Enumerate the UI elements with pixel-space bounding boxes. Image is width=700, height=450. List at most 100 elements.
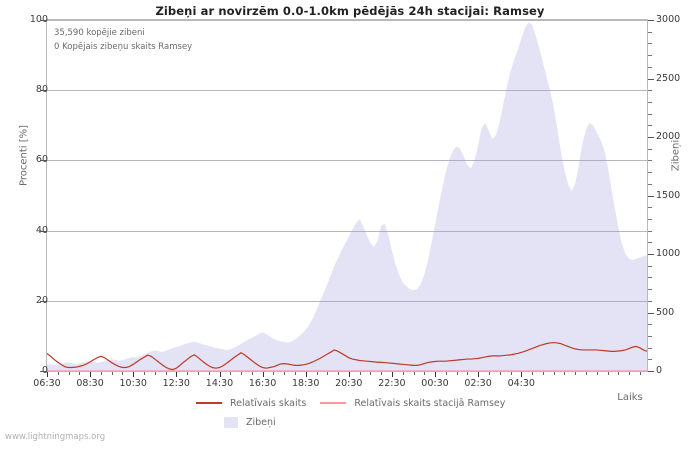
- x-tick-mark-minor: [456, 372, 458, 375]
- legend-line-swatch: [320, 402, 347, 404]
- gridline: [47, 230, 647, 232]
- y-tick-mark-right: [648, 312, 654, 314]
- y-tick-mark-left: [40, 20, 46, 21]
- x-tick-mark: [391, 372, 393, 377]
- x-tick-mark-minor: [532, 372, 533, 375]
- plot-inner: [47, 20, 647, 371]
- x-tick-mark-minor: [100, 372, 102, 375]
- y-tick-mark-right-minor: [648, 31, 652, 33]
- x-tick-label: 16:30: [248, 378, 277, 389]
- annotation-station: 0 Kopējais zibeņu skaits Ramsey: [54, 42, 193, 52]
- x-tick-mark-minor: [402, 372, 404, 375]
- y-tick-mark-right-minor: [648, 289, 652, 291]
- x-tick-label: 18:30: [291, 378, 320, 389]
- x-tick-mark-minor: [585, 372, 587, 375]
- x-tick-mark: [478, 372, 480, 377]
- x-tick-mark-minor: [230, 372, 232, 375]
- legend-item-zibeni[interactable]: Zibeņi: [218, 416, 276, 428]
- x-tick-mark-minor: [445, 372, 447, 375]
- legend-line-swatch: [196, 402, 222, 404]
- y-tick-label-left: 80: [14, 84, 48, 95]
- x-axis-label: Laiks: [617, 392, 643, 403]
- legend-label: Zibeņi: [246, 416, 276, 428]
- y-tick-label-left: 100: [29, 14, 48, 25]
- x-tick-mark-minor: [542, 372, 544, 375]
- x-tick-mark-minor: [316, 372, 318, 375]
- x-tick-mark: [262, 372, 264, 377]
- x-tick-mark-minor: [57, 372, 59, 375]
- x-tick-label: 04:30: [507, 378, 535, 389]
- y-tick-mark-right-minor: [648, 183, 652, 185]
- x-tick-mark-minor: [510, 372, 512, 375]
- x-tick-mark-minor: [359, 372, 361, 375]
- y-tick-mark-right: [648, 20, 654, 21]
- y-tick-mark-left: [40, 160, 46, 162]
- x-tick-mark-minor: [370, 372, 372, 375]
- y-tick-mark-right: [648, 254, 654, 255]
- legend-item-ramsey[interactable]: Relatīvais skaits stacijā Ramsey: [320, 398, 505, 409]
- y-tick-mark-right-minor: [648, 324, 652, 326]
- x-tick-mark: [435, 372, 436, 377]
- x-tick-label: 22:30: [378, 378, 406, 389]
- y-tick-mark-right-minor: [648, 347, 652, 349]
- y-tick-label-left: 40: [14, 225, 48, 236]
- y-tick-mark-right-minor: [648, 218, 652, 220]
- x-tick-label: 14:30: [205, 378, 234, 389]
- gridline: [47, 90, 647, 92]
- x-tick-mark-minor: [639, 372, 641, 375]
- x-tick-label: 10:30: [119, 378, 147, 389]
- plot-area: [46, 19, 648, 372]
- x-tick-mark-minor: [111, 372, 113, 375]
- x-tick-mark-minor: [208, 372, 210, 375]
- y-tick-mark-right-minor: [648, 207, 652, 209]
- y-tick-label-right: 3000: [656, 14, 681, 25]
- legend-item-relative[interactable]: Relatīvais skaits: [196, 398, 306, 409]
- y-tick-mark-left: [40, 371, 46, 372]
- x-tick-mark-minor: [241, 372, 242, 375]
- y-tick-mark-left: [40, 300, 46, 302]
- y-tick-label-left: 20: [14, 295, 48, 306]
- x-tick-label: 06:30: [33, 378, 61, 389]
- y-tick-mark-right: [648, 78, 654, 80]
- y-tick-label-right: 1000: [656, 248, 681, 259]
- y-tick-mark-right-minor: [648, 242, 652, 244]
- x-tick-mark-minor: [327, 372, 329, 375]
- gridline: [47, 160, 647, 162]
- y-tick-label-right: 1500: [656, 189, 681, 201]
- y-tick-mark-left: [40, 230, 46, 232]
- legend-label: Relatīvais skaits: [230, 397, 307, 409]
- watermark: www.lightningmaps.org: [5, 432, 106, 442]
- x-tick-mark-minor: [424, 372, 426, 375]
- x-tick-mark-minor: [413, 372, 415, 375]
- x-tick-mark: [90, 372, 92, 377]
- x-tick-mark-minor: [564, 372, 566, 375]
- page-title: Zibeņi ar novirzēm 0.0-1.0km pēdējās 24h…: [155, 4, 545, 18]
- x-tick-mark: [47, 372, 48, 377]
- y-tick-mark-right-minor: [648, 265, 652, 267]
- y-tick-mark-right-minor: [648, 90, 652, 92]
- x-tick-mark-minor: [381, 372, 383, 375]
- x-tick-mark: [348, 372, 350, 377]
- series-area-zibeni: [47, 22, 647, 371]
- y-tick-mark-right-minor: [648, 113, 652, 115]
- x-tick-mark-minor: [284, 372, 286, 375]
- x-tick-label: 02:30: [464, 378, 492, 389]
- x-tick-mark-minor: [187, 372, 189, 375]
- y-tick-mark-right: [648, 371, 654, 372]
- x-tick-label: 00:30: [421, 378, 449, 389]
- legend-row-1: Relatīvais skaits Relatīvais skaits stac…: [196, 396, 526, 410]
- y-tick-label-left: 60: [14, 154, 48, 165]
- x-tick-mark-minor: [618, 372, 620, 375]
- series-line-relative: [47, 341, 647, 371]
- y-tick-label-right: 2500: [656, 72, 681, 84]
- y-tick-mark-right-minor: [648, 148, 652, 150]
- x-tick-mark-minor: [197, 372, 199, 375]
- y-tick-label-right: 500: [656, 306, 675, 318]
- x-tick-mark-minor: [273, 372, 275, 375]
- x-tick-mark-minor: [499, 372, 501, 375]
- x-tick-mark-minor: [154, 372, 156, 375]
- y-tick-mark-right-minor: [648, 359, 652, 361]
- y-tick-mark-right-minor: [648, 230, 652, 232]
- legend-area-swatch: [224, 416, 238, 428]
